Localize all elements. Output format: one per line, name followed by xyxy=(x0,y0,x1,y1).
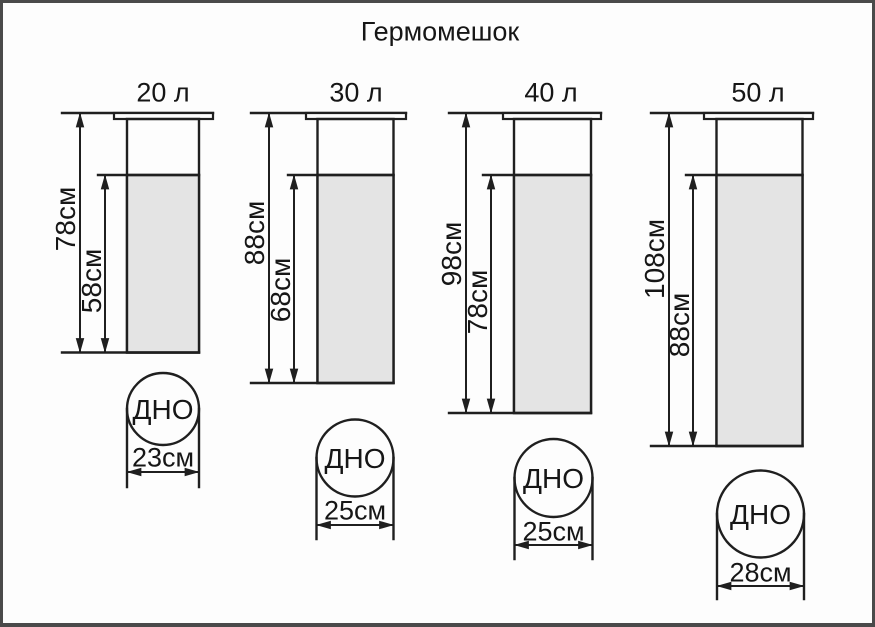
drybag-diagram: Гермомешок 20 л 78см 58см ДНО 23см 30 л … xyxy=(50,16,815,601)
bag-40l-volume-label: 40 л xyxy=(524,77,577,107)
bag-20l-volume-label: 20 л xyxy=(136,77,189,107)
bag-30l-bottom-text: ДНО xyxy=(325,443,386,474)
bag-50l-diameter-label: 28см xyxy=(729,557,791,587)
bag-20l-bottom-text: ДНО xyxy=(133,394,194,425)
bag-40l-filled-section xyxy=(512,173,593,415)
diagram-title: Гермомешок xyxy=(361,16,520,46)
bag-30l-filled-section xyxy=(316,173,395,385)
bag-30l-outer-height-label: 88см xyxy=(239,201,270,265)
bag-30l-inner-height-label: 68см xyxy=(265,258,296,322)
bag-40l-outer-height-label: 98см xyxy=(436,222,467,286)
bag-50l-inner-height-label: 88см xyxy=(664,293,695,357)
bag-20l: 20 л 78см 58см xyxy=(50,77,215,354)
bag-50l-filled-section xyxy=(715,173,804,448)
bag-50l-bottom-view: ДНО 28см xyxy=(715,469,806,601)
bag-20l-diameter-label: 23см xyxy=(132,442,194,472)
bag-20l-filled-section xyxy=(125,173,201,354)
bag-30l-diameter-label: 25см xyxy=(324,495,386,525)
bag-40l-bottom-view: ДНО 25см xyxy=(513,437,594,561)
bag-30l: 30 л 88см 68см xyxy=(239,77,408,385)
bag-30l-bottom-view: ДНО 25см xyxy=(315,418,395,541)
bag-50l-outer-height-label: 108см xyxy=(639,219,670,299)
bag-40l-diameter-label: 25см xyxy=(522,516,584,546)
bag-30l-volume-label: 30 л xyxy=(329,77,382,107)
bag-40l-bottom-text: ДНО xyxy=(523,463,584,494)
bag-50l-volume-label: 50 л xyxy=(731,77,784,107)
bag-20l-outer-height-label: 78см xyxy=(50,187,81,251)
bag-50l: 50 л 108см 88см xyxy=(639,77,815,448)
bag-40l-inner-height-label: 78см xyxy=(462,270,493,334)
bag-20l-inner-height-label: 58см xyxy=(76,249,107,313)
bag-50l-bottom-text: ДНО xyxy=(730,499,791,530)
bag-20l-bottom-view: ДНО 23см xyxy=(125,371,201,489)
bag-40l: 40 л 98см 78см xyxy=(436,77,603,415)
